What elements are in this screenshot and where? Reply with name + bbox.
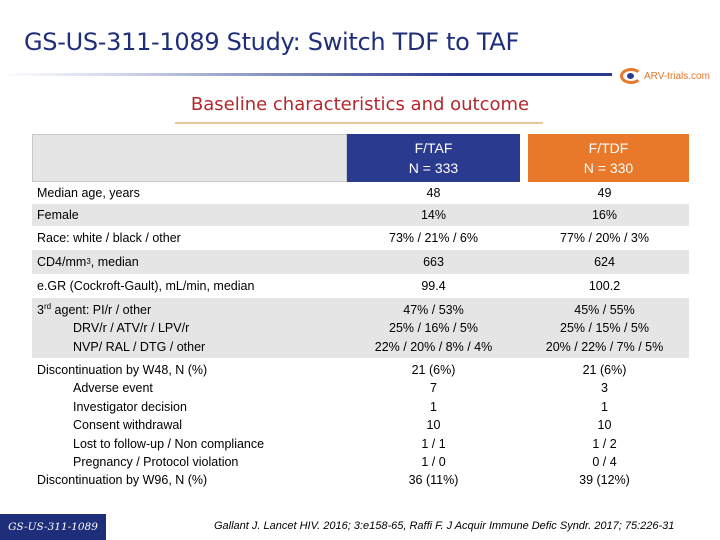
table-row: Race: white / black / other 73% / 21% / …	[37, 231, 649, 245]
reference-citation: Gallant J. Lancet HIV. 2016; 3:e158-65, …	[214, 520, 675, 532]
study-badge: GS-US-311-1089	[0, 514, 106, 540]
baseline-table: F/TAF N = 333 F/TDF N = 330 Median age, …	[32, 134, 689, 494]
table-row: 3rd agent: PI/r / other DRV/r / ATV/r / …	[32, 298, 689, 358]
table-row: Female 14% 16%	[32, 204, 689, 226]
header-ftdf: F/TDF N = 330	[528, 134, 689, 182]
arv-trials-logo: ARV-trials.com	[620, 68, 710, 84]
table-row: Discontinuation by W48, N (%) Adverse ev…	[37, 363, 630, 488]
table-row: e.GR (Cockroft-Gault), mL/min, median 99…	[37, 279, 621, 293]
header-ftaf: F/TAF N = 333	[347, 134, 520, 182]
table-row: CD4/mm 3, median 663 624	[32, 250, 689, 274]
slide-subtitle: Baseline characteristics and outcome	[190, 94, 530, 115]
table-row: Median age, years 48 49	[37, 186, 612, 200]
header-blank-cell	[32, 134, 347, 182]
title-divider	[0, 73, 612, 76]
slide-title: GS-US-311-1089 Study: Switch TDF to TAF	[24, 28, 519, 56]
subtitle-underline	[175, 122, 543, 124]
logo-text: ARV-trials.com	[644, 70, 710, 82]
table-header: F/TAF N = 333 F/TDF N = 330	[32, 134, 689, 182]
logo-icon	[620, 68, 642, 84]
